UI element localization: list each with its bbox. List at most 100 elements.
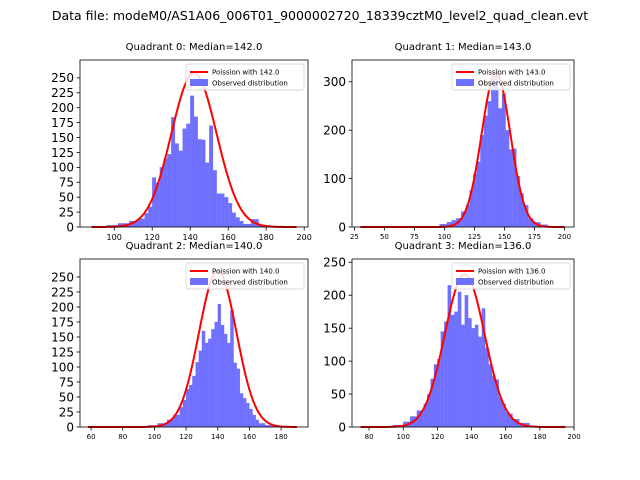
quadrant-2-xtick-label: 120 xyxy=(179,433,192,441)
quadrant-3-bar xyxy=(450,314,455,428)
quadrant-2-bar xyxy=(208,338,212,428)
quadrant-1-axes-frame xyxy=(351,59,575,228)
quadrant-0-ytick-label: 175 xyxy=(51,116,74,130)
quadrant-1-bar xyxy=(480,134,485,228)
quadrant-2-bar xyxy=(201,330,206,428)
quadrant-0-ytick-label: 125 xyxy=(51,146,74,160)
quadrant-3-ytick-label: 200 xyxy=(323,289,346,303)
quadrant-2-bar xyxy=(189,384,193,428)
quadrant-1-bar xyxy=(505,130,510,228)
quadrant-2-ytick-label: 25 xyxy=(59,405,74,419)
quadrant-0-bar xyxy=(243,223,252,228)
quadrant-3-xtick-label: 160 xyxy=(499,433,512,441)
quadrant-3-bar xyxy=(461,324,465,428)
quadrant-2-bar xyxy=(192,375,196,428)
quadrant-0-bar xyxy=(239,220,244,228)
quadrant-0-xtick-label: 180 xyxy=(259,233,274,242)
quadrant-2-title: Quadrant 2: Median=140.0 xyxy=(126,241,263,252)
quadrant-1-xtick-label: 150 xyxy=(498,233,511,241)
quadrant-2-xtick-label: 60 xyxy=(87,433,96,441)
quadrant-3-xtick-label: 140 xyxy=(465,433,478,441)
quadrant-2-bar xyxy=(182,399,187,428)
quadrant-2-xtick-label: 140 xyxy=(211,433,224,441)
quadrant-0-bar xyxy=(178,150,183,228)
quadrant-0-bar xyxy=(144,213,149,228)
quadrant-0-bar xyxy=(174,143,179,228)
quadrant-1-xtick-label: 100 xyxy=(438,233,451,241)
quadrant-0-bar xyxy=(148,206,153,228)
quadrant-3-xtick-label: 180 xyxy=(533,433,546,441)
quadrant-0-bar xyxy=(205,162,210,228)
quadrant-2-ytick-label: 0 xyxy=(66,420,74,434)
quadrant-1-ytick-label: 100 xyxy=(323,172,346,186)
quadrant-2-ytick-label: 200 xyxy=(51,300,74,314)
quadrant-2-ytick-label: 225 xyxy=(51,285,74,299)
quadrant-1-xtick-label: 175 xyxy=(528,233,541,241)
quadrant-0-ytick-label: 50 xyxy=(59,190,74,204)
quadrant-2-ytick-label: 175 xyxy=(51,315,74,329)
quadrant-2-ytick-label: 150 xyxy=(51,330,74,344)
quadrant-3-panel: Quadrant 3: Median=136.0 80 100 120 140 160 18… xyxy=(323,241,581,441)
quadrant-0-ytick-label: 75 xyxy=(59,176,74,190)
quadrant-0-ytick-label: 225 xyxy=(51,86,74,100)
quadrant-2-ytick-label: 125 xyxy=(51,345,74,359)
quadrant-3-ytick-label: 50 xyxy=(331,387,346,401)
quadrant-0-bar xyxy=(224,197,229,228)
quadrant-3-bar xyxy=(491,375,496,428)
quadrant-2-bar xyxy=(214,321,218,428)
quadrant-0-legend-patch-swatch xyxy=(190,79,208,86)
quadrant-1-bar xyxy=(494,68,499,228)
quadrant-1-poisson-line xyxy=(360,71,565,228)
quadrant-2-bar xyxy=(246,402,250,428)
quadrant-0-ytick-label: 100 xyxy=(51,161,74,175)
quadrant-3-bar xyxy=(454,311,458,428)
quadrant-0-bar xyxy=(152,177,157,228)
quadrant-3-bar xyxy=(485,347,489,428)
quadrant-1-xtick-label: 25 xyxy=(350,233,359,241)
quadrant-1-ytick-label: 300 xyxy=(323,75,346,89)
quadrant-1-title: Quadrant 1: Median=143.0 xyxy=(395,42,532,53)
quadrant-0-bar xyxy=(163,158,168,228)
quadrant-2-bar xyxy=(220,324,225,428)
quadrant-1-xtick-label: 200 xyxy=(558,233,571,241)
quadrant-3-xtick-label: 100 xyxy=(397,433,410,441)
quadrant-3-legend-observed-label: Observed distribution xyxy=(478,279,554,287)
quadrant-1-xtick-label: 125 xyxy=(468,233,481,241)
quadrant-0-bar xyxy=(235,217,240,228)
quadrant-1-legend-box xyxy=(451,63,571,91)
quadrant-0-bar xyxy=(212,170,217,228)
quadrant-0-bar xyxy=(182,128,187,228)
quadrant-3-bar xyxy=(478,336,482,428)
quadrant-1-bar xyxy=(509,149,513,228)
quadrant-1-bar xyxy=(487,101,492,228)
quadrant-2-xtick-label: 80 xyxy=(118,433,127,441)
quadrant-2-bar xyxy=(239,393,244,428)
quadrant-0-bar xyxy=(231,212,236,228)
quadrant-3-bar xyxy=(474,324,479,428)
quadrant-0-ytick-label: 150 xyxy=(51,131,74,145)
quadrant-2-bar xyxy=(185,389,190,428)
quadrant-2-xtick-label: 100 xyxy=(148,433,161,441)
quadrant-0-xtick-label: 120 xyxy=(145,233,160,242)
quadrant-3-ytick-label: 100 xyxy=(323,354,346,368)
quadrant-2-legend-patch-swatch xyxy=(190,278,208,285)
quadrant-3-bar xyxy=(468,318,472,428)
quadrant-2-bar xyxy=(204,342,209,428)
quadrant-0-xtick-label: 140 xyxy=(183,233,198,242)
quadrant-0-title: Quadrant 0: Median=142.0 xyxy=(126,42,263,53)
quadrant-1-ytick-label: 0 xyxy=(338,220,346,234)
quadrant-0-xtick-label: 200 xyxy=(297,233,312,242)
quadrant-2-bar xyxy=(230,309,234,428)
quadrant-1-legend-poisson-label: Poission with 143.0 xyxy=(478,69,546,77)
quadrant-1-bar xyxy=(483,115,488,228)
quadrant-3-xtick-label: 80 xyxy=(365,433,374,441)
quadrant-0-bar xyxy=(220,193,225,228)
quadrant-2-axes-frame xyxy=(79,258,309,428)
quadrant-3-bar xyxy=(464,295,469,428)
quadrant-3-legend-patch-swatch xyxy=(456,278,474,285)
quadrant-2-bar xyxy=(252,414,256,428)
quadrant-2-bar xyxy=(217,303,222,428)
quadrant-0-bar xyxy=(216,193,221,228)
quadrant-0-xtick-label: 100 xyxy=(107,233,122,242)
